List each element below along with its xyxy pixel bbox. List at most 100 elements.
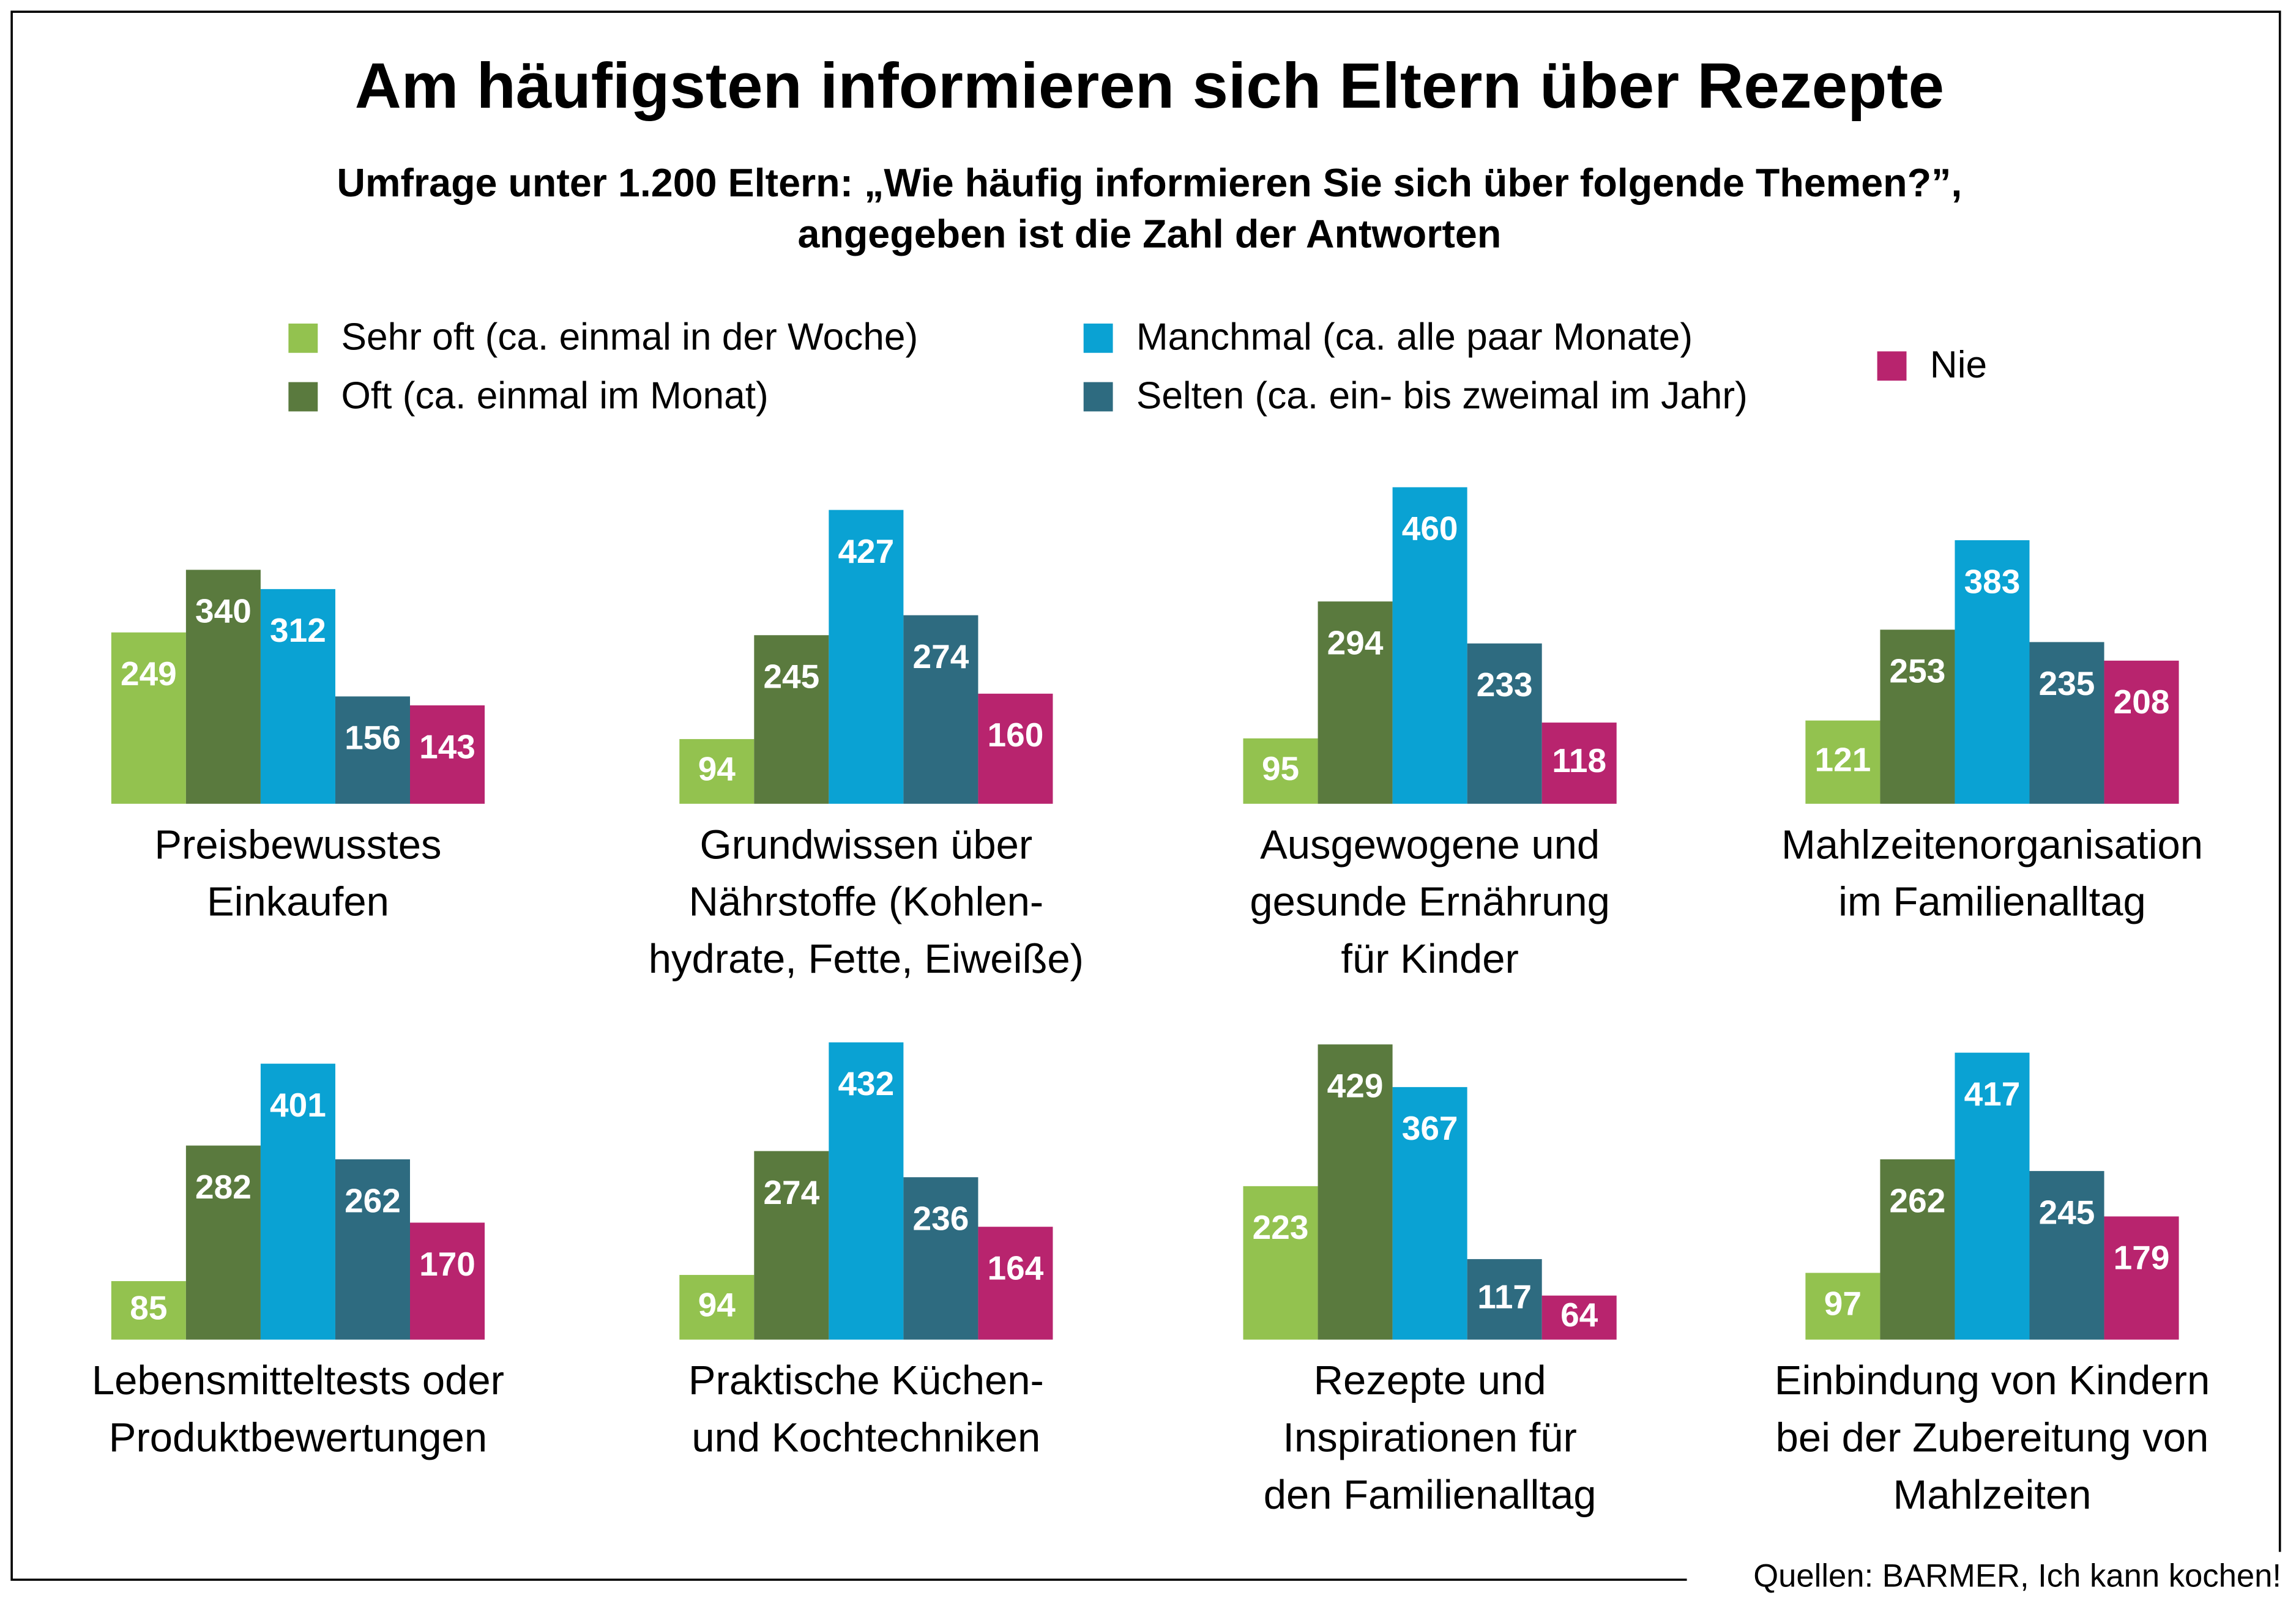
legend-label: Nie — [1930, 344, 1987, 386]
value-label: 164 — [988, 1249, 1044, 1287]
category-label: Inspirationen für — [1283, 1414, 1576, 1460]
value-label: 121 — [1815, 740, 1871, 778]
bar — [754, 1151, 829, 1340]
bar — [829, 510, 904, 804]
legend-label: Manchmal (ca. alle paar Monate) — [1136, 316, 1693, 359]
value-label: 160 — [988, 716, 1044, 754]
value-label: 118 — [1552, 741, 1606, 779]
bar — [1805, 1273, 1880, 1340]
bar — [829, 1042, 904, 1340]
bar — [754, 635, 829, 804]
value-label: 249 — [121, 655, 177, 693]
value-label: 245 — [2039, 1193, 2095, 1231]
category-label: Grundwissen über — [700, 822, 1033, 868]
category-label: Nährstoffe (Kohlen- — [689, 879, 1044, 925]
bar — [410, 705, 485, 804]
bar — [903, 1177, 978, 1340]
value-label: 367 — [1402, 1109, 1458, 1147]
bar — [978, 693, 1053, 804]
value-label: 223 — [1253, 1208, 1309, 1246]
legend-label: Selten (ca. ein- bis zweimal im Jahr) — [1136, 374, 1748, 417]
value-label: 427 — [838, 532, 894, 570]
value-label: 85 — [130, 1288, 167, 1326]
category-label: Ausgewogene und — [1260, 822, 1600, 868]
value-label: 94 — [698, 749, 736, 787]
bar — [185, 570, 261, 804]
value-label: 253 — [1890, 652, 1946, 690]
category-label: bei der Zubereitung von — [1776, 1414, 2209, 1460]
bar — [410, 1222, 485, 1340]
category-label: und Kochtechniken — [691, 1414, 1040, 1460]
value-label: 432 — [838, 1065, 894, 1102]
value-label: 143 — [419, 727, 475, 765]
bar — [1955, 1052, 2030, 1340]
category-label: Mahlzeiten — [1893, 1472, 2091, 1518]
value-label: 383 — [1964, 562, 2021, 600]
value-label: 274 — [913, 637, 969, 675]
bar — [111, 1281, 186, 1340]
source: Quellen: BARMER, Ich kann kochen! — [1753, 1558, 2281, 1594]
value-label: 417 — [1964, 1075, 2021, 1113]
value-label: 340 — [195, 592, 252, 630]
value-label: 97 — [1824, 1285, 1862, 1323]
bar — [1541, 723, 1617, 804]
bar — [185, 1145, 261, 1340]
legend-swatch — [288, 323, 318, 353]
value-label: 401 — [270, 1086, 326, 1124]
legend-label: Oft (ca. einmal im Monat) — [341, 374, 769, 417]
chart-title: Am häufigsten informieren sich Eltern üb… — [355, 50, 1944, 122]
value-label: 262 — [345, 1181, 401, 1219]
bar — [260, 589, 335, 804]
bar — [335, 696, 410, 804]
legend-swatch — [1083, 382, 1113, 412]
bar — [1880, 630, 1955, 804]
value-label: 274 — [763, 1173, 819, 1211]
bar — [1880, 1159, 1955, 1340]
value-label: 262 — [1890, 1181, 1946, 1219]
bar — [1318, 1044, 1393, 1340]
bar — [1392, 487, 1467, 804]
bar — [2104, 660, 2179, 804]
value-label: 236 — [913, 1200, 969, 1238]
value-label: 233 — [1477, 666, 1533, 704]
category-label: hydrate, Fette, Eiweiße) — [649, 936, 1084, 982]
category-label: für Kinder — [1341, 936, 1518, 982]
category-label: Praktische Küchen- — [688, 1358, 1044, 1403]
bar — [1392, 1087, 1467, 1340]
bar — [679, 739, 755, 804]
value-label: 170 — [419, 1245, 475, 1283]
bar — [1243, 1186, 1318, 1340]
bar — [335, 1159, 410, 1340]
subtitle: Umfrage unter 1.200 Eltern: „Wie häufig … — [337, 161, 1962, 205]
value-label: 245 — [763, 658, 819, 696]
category-label: Einbindung von Kindern — [1775, 1358, 2210, 1403]
subtitle: angegeben ist die Zahl der Antworten — [797, 212, 1501, 256]
category-label: gesunde Ernährung — [1250, 879, 1610, 925]
bar — [978, 1227, 1053, 1340]
bar — [2029, 1171, 2104, 1340]
category-label: Preisbewusstes — [154, 822, 441, 868]
bar — [1805, 720, 1880, 804]
bar — [2104, 1216, 2179, 1340]
category-label: Mahlzeitenorganisation — [1781, 822, 2203, 868]
bar — [111, 632, 186, 804]
category-label: Einkaufen — [207, 879, 389, 925]
legend-label: Sehr oft (ca. einmal in der Woche) — [341, 316, 919, 359]
value-label: 64 — [1560, 1296, 1598, 1334]
value-label: 294 — [1327, 623, 1384, 661]
legend-swatch — [288, 382, 318, 412]
value-label: 94 — [698, 1285, 736, 1323]
bar — [1467, 643, 1542, 804]
value-label: 208 — [2114, 683, 2170, 721]
value-label: 429 — [1327, 1066, 1384, 1104]
value-label: 117 — [1477, 1277, 1532, 1315]
frame — [10, 10, 2281, 1581]
value-label: 156 — [345, 719, 401, 757]
value-label: 282 — [195, 1168, 252, 1206]
value-label: 312 — [270, 611, 326, 649]
bar — [1955, 540, 2030, 804]
bar — [260, 1063, 335, 1340]
category-label: Rezepte und — [1314, 1358, 1546, 1403]
bar — [1318, 601, 1393, 804]
